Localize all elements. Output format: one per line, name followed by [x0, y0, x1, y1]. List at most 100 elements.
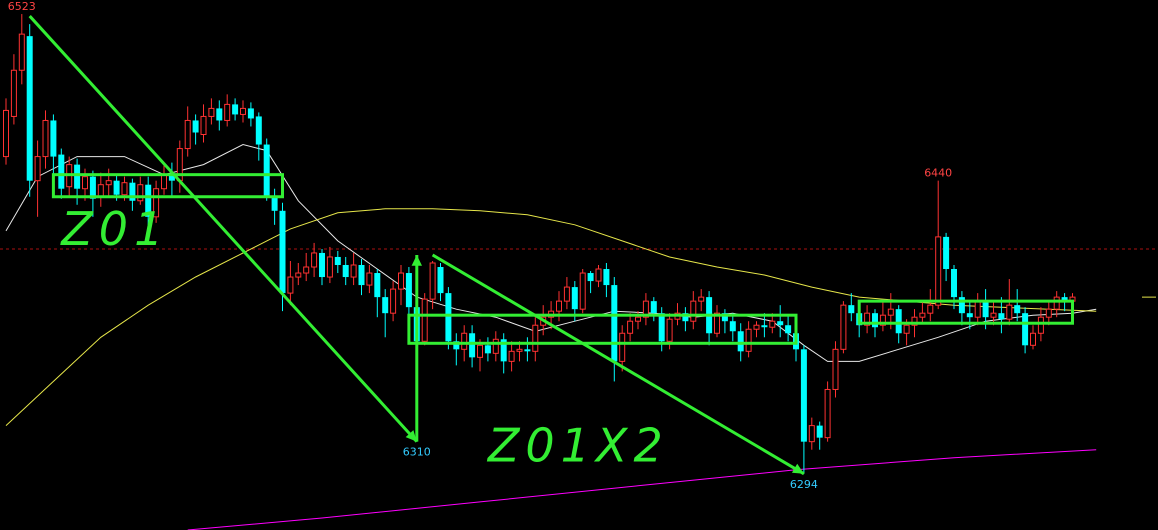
candle — [832, 341, 839, 398]
candle-body — [840, 304, 847, 350]
candle-body — [682, 313, 689, 322]
candle — [263, 138, 270, 201]
candle-body — [611, 285, 618, 362]
candle — [192, 114, 199, 145]
candle-body — [453, 341, 460, 350]
candle — [927, 289, 934, 322]
candle-body — [145, 184, 152, 217]
annotation-text: Z01 — [59, 202, 169, 256]
candle — [864, 305, 871, 334]
candle-body — [753, 324, 760, 330]
candle-body — [690, 300, 697, 322]
candle — [224, 94, 231, 127]
candle-body — [666, 318, 673, 342]
candle — [919, 301, 926, 324]
candle-body — [295, 272, 302, 278]
candle — [785, 315, 792, 342]
candle — [848, 293, 855, 322]
candle-body — [627, 320, 634, 334]
candle-body — [887, 308, 894, 316]
candle — [990, 301, 997, 326]
candle-body — [74, 164, 81, 189]
candle-body — [532, 324, 539, 352]
candle-body — [477, 344, 483, 358]
candle — [168, 162, 175, 197]
candle-body — [658, 313, 665, 342]
candle-body — [58, 154, 65, 189]
candle — [1045, 301, 1052, 326]
candle-body — [721, 313, 728, 322]
candle-body — [303, 266, 310, 274]
candle-body — [1037, 316, 1044, 334]
candle-body — [247, 108, 254, 119]
candle — [208, 98, 215, 125]
candle — [105, 168, 112, 197]
candle-body — [129, 182, 136, 201]
candle — [334, 250, 341, 274]
candle-body — [879, 314, 886, 326]
candle — [1030, 325, 1036, 350]
candle-body — [1006, 304, 1013, 320]
candle-body — [769, 320, 776, 328]
candle-body — [808, 425, 815, 443]
candle-body — [358, 265, 365, 286]
candle-body — [287, 276, 294, 294]
candle — [255, 112, 262, 161]
candle — [295, 262, 302, 286]
candle — [445, 287, 452, 350]
candle-body — [398, 272, 404, 290]
candle-body — [974, 300, 981, 318]
trend-arrow-head — [791, 463, 804, 474]
candle — [153, 180, 160, 223]
candle-body — [895, 309, 902, 334]
trend-arrow-head — [411, 254, 423, 266]
candle-body — [943, 236, 950, 270]
candle — [753, 321, 760, 338]
candle-body — [729, 321, 736, 332]
candle-body — [832, 348, 839, 390]
candle — [469, 325, 476, 368]
candle — [342, 256, 349, 286]
candle — [453, 333, 460, 366]
candle-body — [10, 69, 17, 117]
candle-body — [469, 333, 476, 358]
candle — [382, 289, 389, 338]
candle-body — [966, 313, 973, 318]
candle-body — [508, 350, 515, 362]
candle-body — [1022, 313, 1029, 346]
candle-body — [864, 312, 871, 326]
candle — [145, 176, 152, 225]
candle — [405, 267, 412, 318]
candle-body — [500, 339, 507, 362]
candle-body — [571, 287, 578, 310]
candle-body — [492, 338, 499, 354]
candle — [247, 102, 254, 127]
candle-body — [1014, 305, 1021, 314]
candle-body — [998, 313, 1005, 320]
candle-body — [34, 156, 41, 182]
candle — [240, 100, 246, 123]
candle-body — [911, 316, 918, 326]
candle-body — [919, 312, 926, 318]
candle — [650, 297, 657, 322]
candle — [18, 14, 25, 85]
candle-body — [50, 120, 57, 157]
candle-body — [579, 272, 586, 310]
candle-body — [484, 345, 491, 354]
candle — [642, 293, 649, 326]
candle — [390, 281, 397, 322]
candle — [137, 176, 144, 205]
candle-body — [429, 262, 436, 300]
candle — [532, 317, 539, 362]
candles-layer — [3, 14, 1076, 474]
candle — [326, 246, 333, 284]
candle-body — [232, 104, 239, 115]
candle-body — [785, 325, 792, 334]
candle — [800, 345, 807, 474]
candle — [524, 337, 531, 362]
candle — [840, 301, 847, 354]
trend-arrow-line — [431, 253, 805, 476]
candle-body — [761, 325, 768, 328]
candle — [1053, 291, 1060, 318]
candle-body — [1053, 296, 1060, 310]
